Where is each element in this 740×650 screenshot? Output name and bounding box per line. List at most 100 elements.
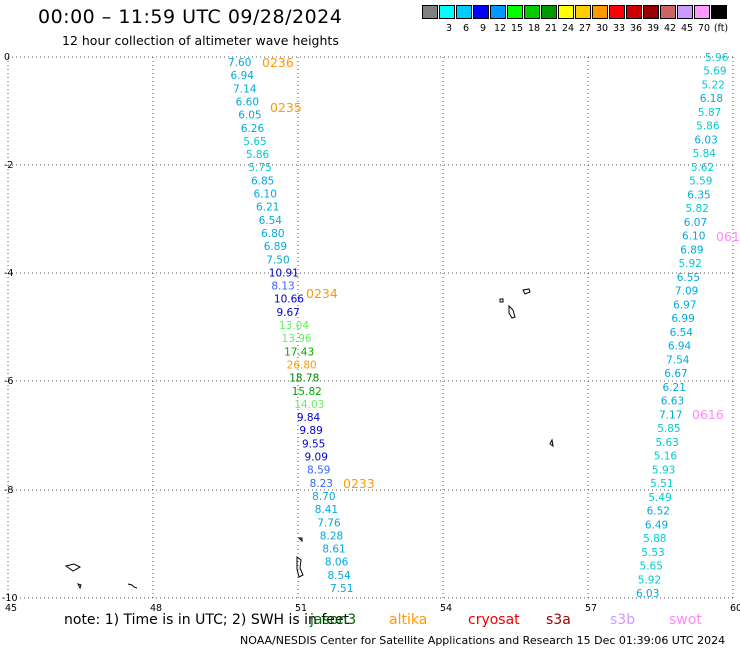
- wave-height-value: 8.54: [327, 570, 351, 582]
- wave-height-value: 8.41: [315, 504, 338, 516]
- wave-height-value: 9.09: [305, 452, 328, 464]
- page-subtitle: 12 hour collection of altimeter wave hei…: [62, 33, 339, 48]
- wave-height-value: 7.51: [330, 583, 353, 595]
- wave-height-value: 6.89: [680, 244, 703, 256]
- wave-height-value: 5.62: [691, 162, 714, 174]
- scale-label: 27: [578, 23, 592, 34]
- y-tick-label: 0: [4, 52, 10, 63]
- wave-height-value: 6.21: [256, 202, 279, 214]
- scale-label: 3: [445, 23, 453, 34]
- scale-label: 70: [697, 23, 711, 34]
- wave-height-value: 14.03: [294, 399, 324, 411]
- wave-height-value: 5.49: [648, 492, 671, 504]
- scale-label: 18: [527, 23, 541, 34]
- scale-swatch: [456, 5, 472, 19]
- wave-height-value: 7.09: [675, 286, 698, 298]
- scale-label: 42: [663, 23, 677, 34]
- scale-label: 9: [479, 23, 487, 34]
- wave-height-value: 5.93: [652, 464, 675, 476]
- scale-swatch: [490, 5, 506, 19]
- wave-height-value: 5.51: [650, 478, 673, 490]
- scale-swatch: [558, 5, 574, 19]
- wave-height-value: 6.97: [673, 299, 696, 311]
- wave-height-value: 6.63: [661, 396, 684, 408]
- pass-time-label: 0235: [270, 100, 302, 115]
- wave-height-value: 6.54: [670, 327, 694, 339]
- wave-height-value: 5.96: [705, 52, 729, 64]
- wave-height-value: 6.10: [254, 189, 277, 201]
- scale-swatch: [507, 5, 523, 19]
- wave-height-value: 8.28: [320, 530, 343, 542]
- x-tick-label: 45: [5, 603, 17, 614]
- scale-label: 21: [544, 23, 558, 34]
- wave-height-value: 7.17: [659, 409, 682, 421]
- page-title: 00:00 – 11:59 UTC 09/28/2024: [38, 6, 343, 28]
- wave-height-value: 5.69: [703, 66, 726, 78]
- wave-height-value: 8.59: [307, 465, 330, 477]
- scale-label: 15: [510, 23, 524, 34]
- wave-height-value: 6.10: [682, 231, 705, 243]
- scale-swatch: [575, 5, 591, 19]
- scale-label: (ft): [713, 23, 729, 34]
- wave-height-value: 6.49: [645, 519, 668, 531]
- y-tick-label: -8: [4, 485, 13, 496]
- pass-time-label: 0234: [306, 286, 338, 301]
- scale-label: 45: [680, 23, 694, 34]
- wave-height-value: 5.82: [686, 203, 709, 215]
- scale-label: 30: [595, 23, 609, 34]
- wave-height-value: 10.66: [274, 294, 304, 306]
- wave-height-value: 9.67: [276, 307, 299, 319]
- scale-swatch: [439, 5, 455, 19]
- wave-height-value: 5.86: [696, 121, 720, 133]
- island-shape: [77, 583, 82, 590]
- wave-height-value: 5.65: [243, 136, 266, 148]
- scale-swatch: [643, 5, 659, 19]
- island-shape: [522, 288, 531, 295]
- wave-height-value: 6.18: [700, 93, 723, 105]
- wave-height-value: 5.63: [655, 437, 678, 449]
- wave-height-value: 6.94: [231, 70, 255, 82]
- wave-height-value: 6.54: [259, 215, 283, 227]
- island-shape: [296, 556, 304, 578]
- wave-height-value: 9.84: [297, 412, 321, 424]
- wave-height-value: 8.61: [322, 544, 345, 556]
- scale-label: 6: [462, 23, 470, 34]
- wave-height-value: 5.84: [693, 148, 717, 160]
- wave-height-value: 5.22: [701, 79, 724, 91]
- wave-height-value: 18.78: [289, 373, 319, 385]
- wave-height-value: 6.89: [264, 241, 287, 253]
- wave-height-value: 5.85: [657, 423, 680, 435]
- wave-height-value: 6.03: [636, 588, 659, 600]
- x-tick-label: 51: [295, 603, 307, 614]
- satellite-legend-item: s3b: [610, 612, 636, 628]
- island-shape: [64, 563, 82, 572]
- scale-label: 12: [493, 23, 507, 34]
- satellite-legend-item: cryosat: [468, 612, 520, 628]
- wave-height-value: 6.03: [694, 134, 717, 146]
- wave-height-value: 7.60: [228, 57, 251, 69]
- wave-height-value: 5.53: [641, 547, 664, 559]
- scale-swatch: [609, 5, 625, 19]
- satellite-legend-item: jason3: [310, 612, 357, 628]
- x-tick-label: 54: [440, 603, 452, 614]
- pass-time-label: 0236: [262, 55, 294, 70]
- wave-height-value: 6.05: [238, 110, 261, 122]
- island-shape: [549, 438, 554, 448]
- wave-height-value: 9.55: [302, 438, 325, 450]
- scale-swatch: [524, 5, 540, 19]
- wave-height-value: 5.92: [638, 574, 661, 586]
- wave-height-value: 7.76: [317, 517, 341, 529]
- island-shape: [297, 537, 303, 543]
- wave-height-value: 6.60: [236, 96, 259, 108]
- wave-height-value: 8.23: [310, 478, 333, 490]
- wave-height-value: 6.26: [241, 123, 265, 135]
- wave-height-value: 5.59: [689, 176, 712, 188]
- wave-height-value: 5.88: [643, 533, 666, 545]
- scale-swatch: [626, 5, 642, 19]
- wave-height-value: 5.92: [678, 258, 701, 270]
- note-text: note: 1) Time is in UTC; 2) SWH is in fe…: [64, 612, 350, 628]
- scale-label: 36: [629, 23, 643, 34]
- wave-height-value: 13.96: [282, 333, 312, 345]
- scale-swatch: [677, 5, 693, 19]
